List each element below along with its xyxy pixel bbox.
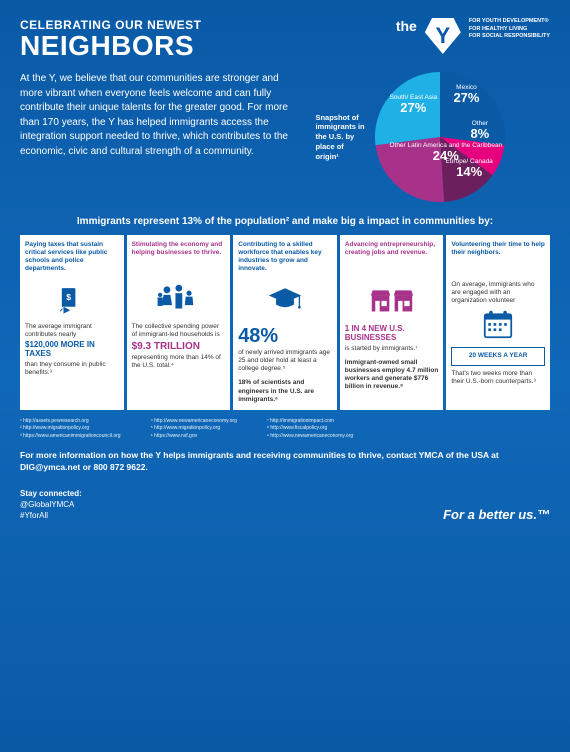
footer-info: For more information on how the Y helps … — [20, 450, 550, 474]
card-head: Paying taxes that sustain critical servi… — [25, 241, 119, 275]
source-link: ¹ http://assets.pewresearch.org — [20, 418, 121, 426]
source-link: ⁶ https://www.nsf.gov — [151, 433, 237, 441]
header: CELEBRATING OUR NEWEST NEIGHBORS the Y F… — [20, 18, 550, 60]
calendar-icon — [451, 305, 545, 343]
card-body: The average immigrant contributes nearly… — [25, 323, 119, 404]
card-head: Contributing to a skilled workforce that… — [238, 241, 332, 275]
pie-slice-label: Other8% — [470, 120, 489, 141]
card-head: Volunteering their time to help their ne… — [451, 241, 545, 275]
subhead: Immigrants represent 13% of the populati… — [20, 216, 550, 227]
stat-card: Contributing to a skilled workforce that… — [233, 235, 337, 410]
shop-icon — [345, 281, 439, 319]
intro-paragraph: At the Y, we believe that our communitie… — [20, 72, 301, 202]
title-large: NEIGHBORS — [20, 32, 396, 60]
taglines: FOR YOUTH DEVELOPMENT® FOR HEALTHY LIVIN… — [469, 18, 550, 41]
tagline-better: For a better us.™ — [443, 507, 550, 522]
pie-label: Snapshot of immigrants in the U.S. by pl… — [315, 113, 367, 162]
pie-slice-label: South/ East Asia27% — [389, 94, 437, 115]
source-link: ⁴ http://www.newamericaneconomy.org — [151, 418, 237, 426]
stat-card: Volunteering their time to help their ne… — [446, 235, 550, 410]
grad-icon — [238, 281, 332, 319]
card-head: Advancing entrepreneurship, creating job… — [345, 241, 439, 275]
stat-card: Advancing entrepreneurship, creating job… — [340, 235, 444, 410]
source-link: ² http://www.migrationpolicy.org — [20, 425, 121, 433]
card-body: 48%of newly arrived immigrants age 25 an… — [238, 323, 332, 404]
svg-text:$: $ — [66, 292, 71, 302]
cards-row: Paying taxes that sustain critical servi… — [20, 235, 550, 410]
pie-slice-label: Other Latin America and the Caribbean24% — [389, 142, 502, 163]
logo-the: the — [396, 18, 417, 34]
stat-card: Stimulating the economy and helping busi… — [127, 235, 231, 410]
pie-chart: Mexico27%Other8%Europe/ Canada14%Other L… — [375, 72, 505, 202]
source-link: ⁸ http://www.fiscalpolicy.org — [267, 425, 353, 433]
stat-card: Paying taxes that sustain critical servi… — [20, 235, 124, 410]
source-link: ³ https://www.americanimmigrationcouncil… — [20, 433, 121, 441]
card-body: 1 IN 4 NEW U.S. BUSINESSESis started by … — [345, 323, 439, 404]
card-body: The collective spending power of immigra… — [132, 323, 226, 404]
source-link: ⁹ http://www.newamericaneconomy.org — [267, 433, 353, 441]
ymca-logo-icon: Y — [425, 18, 461, 54]
stay-connected: Stay connected: @GlobalYMCA #YforAll — [20, 488, 82, 522]
pie-slice-label: Mexico27% — [453, 84, 479, 105]
source-link: ⁷ http://immigrationimpact.com — [267, 418, 353, 426]
money-icon: $ — [25, 281, 119, 319]
logo: the Y FOR YOUTH DEVELOPMENT® FOR HEALTHY… — [396, 18, 550, 54]
card-head: Stimulating the economy and helping busi… — [132, 241, 226, 275]
sources: ¹ http://assets.pewresearch.org² http://… — [20, 418, 550, 441]
card-body: On average, immigrants who are engaged w… — [451, 281, 545, 404]
family-icon — [132, 281, 226, 319]
highlight-box: 20 WEEKS A YEAR — [451, 347, 545, 365]
source-link: ⁵ http://www.migrationpolicy.org — [151, 425, 237, 433]
